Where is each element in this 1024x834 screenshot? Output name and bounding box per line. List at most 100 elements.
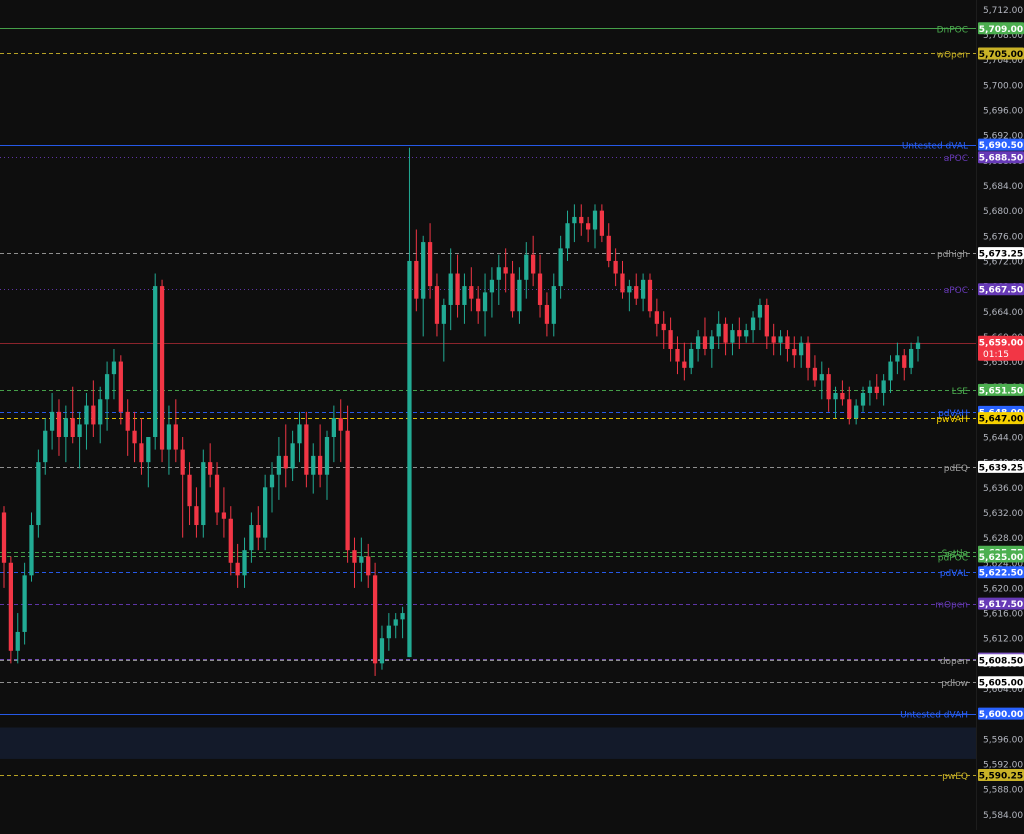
candle-72 [496,254,501,305]
tick-label-9: 5,676.00 [983,232,1023,242]
countdown-label: 01:15 [983,350,1009,360]
candle-126 [867,380,873,406]
candle-94 [647,273,653,318]
candle-body-114 [785,336,790,349]
candle-66 [455,254,460,318]
candle-47 [324,430,330,500]
candle-body-0 [1,512,7,563]
tick-label-25: 5,612.00 [983,635,1023,645]
candle-13 [91,380,96,438]
price-badge-9-text: 5,639.25 [979,463,1023,473]
candle-120 [826,367,831,412]
candle-44 [304,411,309,488]
level-name-10: Settle [942,549,969,559]
candle-69 [476,286,481,324]
candle-116 [799,336,804,368]
level-name-17: Untested dVAH [900,711,968,721]
candle-100 [689,342,694,375]
candle-body-81 [558,248,563,287]
candle-body-58 [400,613,405,620]
candle-9 [63,405,68,463]
price-badge-1-text: 5,705.00 [979,50,1023,60]
candle-109 [750,311,756,343]
candle-23 [159,279,165,463]
candle-36 [249,512,254,563]
candle-body-55 [379,638,385,664]
candle-body-68 [469,286,474,299]
candle-16 [111,348,117,400]
candle-91 [627,279,632,312]
candle-body-38 [263,487,268,538]
candle-body-76 [524,254,529,280]
level-name-4: pdhigh [937,250,968,260]
candle-35 [242,537,247,588]
price-badge-0-text: 5,709.00 [979,25,1023,35]
candle-39 [269,462,275,513]
candle-body-44 [304,424,309,475]
candle-body-86 [592,210,598,230]
candle-body-93 [640,279,646,299]
candle-body-61 [421,242,426,299]
price-axis[interactable]: 5,712.00 5,708.00 5,704.00 5,700.00 5,696.00… [976,0,1024,830]
candle-body-128 [881,380,886,393]
candle-124 [854,399,859,425]
candle-117 [805,336,811,381]
candle-body-74 [510,273,515,312]
candle-89 [613,248,618,287]
candle-body-97 [668,330,673,349]
price-badge-17-bg [978,707,1024,720]
candle-83 [572,204,577,243]
candle-70 [482,273,488,337]
chart-svg[interactable]: DnPOC wOpen Untested dVAL aPOC pdhigh aPOC LSE… [0,0,976,830]
candle-90 [620,260,625,299]
candle-60 [414,229,419,312]
candle-body-72 [496,267,501,280]
candle-body-17 [118,361,123,412]
current-price-label: 5,659.00 [979,339,1023,349]
candle-67 [462,273,467,324]
candle-115 [792,336,797,368]
candle-body-30 [208,462,213,475]
shaded-zone [0,727,976,759]
candle-body-104 [716,323,721,337]
candles [1,147,921,676]
candle-121 [833,386,838,419]
candle-body-126 [867,386,873,393]
candle-61 [421,235,426,337]
tick-label-10: 5,672.00 [983,257,1023,267]
level-name-6: LSE [952,387,969,397]
candle-48 [331,405,336,463]
candle-body-105 [723,323,728,343]
candle-body-12 [84,405,89,425]
candle-body-31 [214,474,220,513]
candle-98 [675,336,680,375]
price-badge-3-text: 5,688.50 [979,154,1023,164]
candle-body-65 [448,273,453,305]
candle-14 [98,386,103,444]
candle-29 [201,449,206,538]
candle-63 [434,273,440,337]
candle-body-13 [91,405,96,425]
price-badge-17-text: 5,600.00 [979,710,1023,720]
candle-25 [173,399,178,463]
candle-68 [469,267,474,312]
candle-95 [654,298,659,337]
candle-21 [146,437,151,488]
candle-body-84 [579,216,584,224]
candle-body-28 [194,506,199,526]
candle-body-129 [888,361,893,381]
candle-body-92 [634,286,639,299]
tick-label-20: 5,632.00 [983,509,1023,519]
candle-body-107 [737,330,742,337]
candle-body-87 [599,210,605,236]
candle-102 [702,317,708,356]
candle-body-54 [372,575,378,664]
candle-122 [840,380,845,406]
candle-body-18 [125,411,130,431]
price-badge-4-text: 5,673.25 [979,250,1023,260]
candle-body-33 [228,518,233,563]
candlestick-chart[interactable]: DnPOC wOpen Untested dVAL aPOC pdhigh aPOC LSE… [0,0,976,830]
candle-96 [661,311,666,349]
candle-92 [634,273,639,305]
candle-18 [125,399,130,456]
